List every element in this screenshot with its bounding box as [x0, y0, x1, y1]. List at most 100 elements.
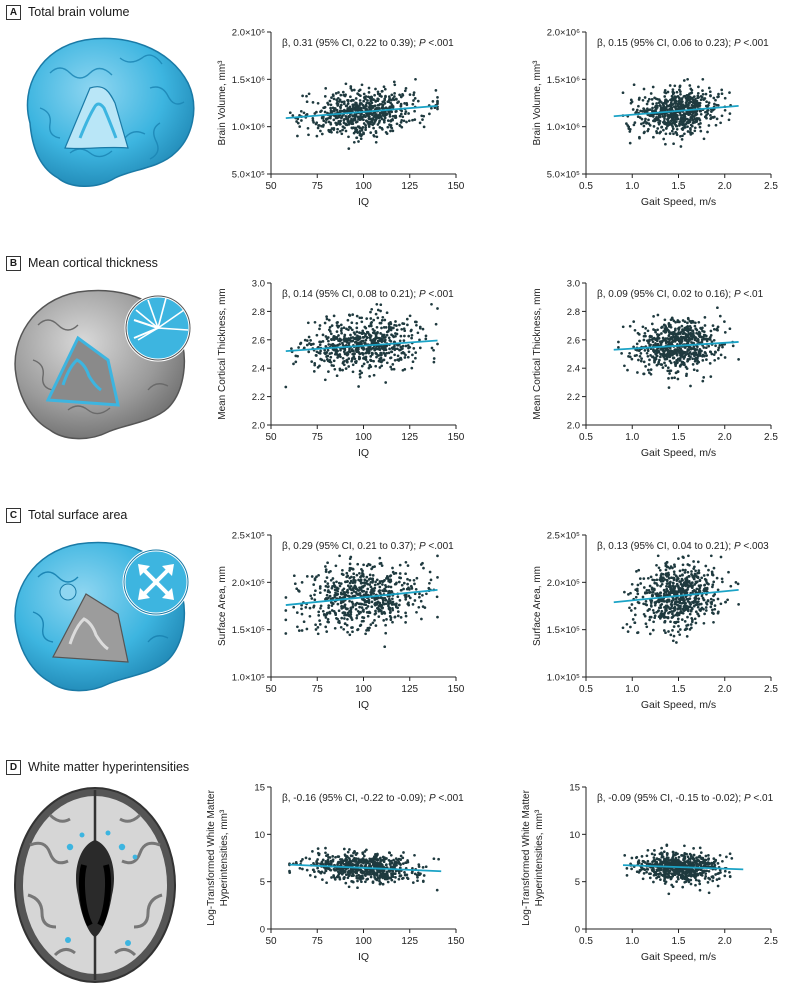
- x-axis-label: IQ: [358, 196, 369, 208]
- data-point: [374, 580, 377, 584]
- data-point: [665, 357, 669, 361]
- data-point: [330, 586, 334, 590]
- data-point: [719, 555, 723, 559]
- data-point: [421, 327, 425, 331]
- y-tick-label: 1.0×10⁶: [232, 122, 265, 133]
- data-point: [677, 604, 680, 607]
- data-point: [388, 580, 392, 584]
- x-tick-label: 0.5: [579, 684, 593, 695]
- y-tick-label: 1.0×10⁵: [547, 673, 580, 684]
- data-point: [362, 598, 366, 602]
- data-point: [308, 606, 312, 610]
- data-point: [644, 365, 647, 368]
- data-point: [325, 315, 328, 318]
- data-point: [370, 101, 374, 105]
- data-point: [334, 855, 337, 859]
- data-point: [626, 630, 630, 633]
- data-point: [659, 355, 662, 359]
- data-point: [326, 348, 330, 352]
- data-point: [418, 346, 422, 350]
- data-point: [391, 97, 395, 100]
- data-point: [421, 561, 424, 565]
- data-point: [684, 608, 688, 611]
- data-point: [633, 606, 637, 610]
- data-point: [352, 88, 356, 92]
- data-point: [341, 125, 345, 129]
- data-point: [674, 117, 678, 121]
- data-point: [348, 848, 351, 851]
- data-point: [696, 576, 700, 580]
- data-point: [673, 332, 677, 336]
- data-point: [333, 107, 337, 110]
- data-point: [352, 576, 356, 579]
- data-point: [696, 340, 700, 343]
- y-tick-label: 10: [254, 830, 265, 841]
- data-point: [364, 333, 367, 336]
- data-point: [325, 593, 329, 597]
- y-axis-label: Log-Transformed White Matter: [521, 789, 532, 925]
- data-point: [660, 572, 663, 576]
- data-point: [693, 324, 697, 328]
- data-point: [381, 876, 385, 880]
- data-point: [709, 597, 713, 601]
- panel-header-b: B Mean cortical thickness: [6, 255, 158, 271]
- data-point: [397, 580, 401, 584]
- data-point: [398, 599, 402, 602]
- data-point: [352, 107, 355, 111]
- data-point: [350, 864, 354, 867]
- data-point: [347, 338, 351, 342]
- data-point: [617, 340, 620, 344]
- data-point: [712, 327, 716, 331]
- data-point: [403, 368, 407, 371]
- data-point: [651, 106, 654, 110]
- data-point: [292, 362, 295, 366]
- data-point: [714, 123, 718, 127]
- data-point: [436, 107, 439, 111]
- data-point: [652, 620, 655, 624]
- data-point: [712, 566, 716, 570]
- data-point: [364, 124, 367, 127]
- data-point: [411, 102, 415, 106]
- data-point: [696, 357, 699, 361]
- data-point: [288, 111, 292, 115]
- data-point: [436, 576, 439, 579]
- data-point: [351, 336, 355, 339]
- data-point: [403, 873, 407, 877]
- data-point: [393, 92, 396, 95]
- data-point: [321, 333, 325, 337]
- data-point: [369, 310, 372, 314]
- data-point: [365, 599, 369, 603]
- data-point: [701, 326, 704, 330]
- data-point: [338, 621, 341, 625]
- data-point: [716, 611, 720, 615]
- data-point: [299, 109, 303, 113]
- x-tick-label: 2.5: [764, 936, 778, 947]
- data-point: [637, 333, 641, 336]
- data-point: [664, 339, 668, 343]
- data-point: [696, 359, 700, 363]
- data-point: [675, 600, 679, 604]
- data-point: [332, 126, 336, 130]
- data-point: [340, 592, 344, 596]
- data-point: [354, 101, 357, 105]
- data-point: [716, 597, 720, 601]
- data-point: [685, 635, 689, 638]
- data-point: [306, 321, 310, 325]
- fit-line: [613, 341, 739, 351]
- data-point: [417, 865, 421, 868]
- data-point: [653, 581, 657, 585]
- data-point: [351, 103, 355, 107]
- data-point: [704, 346, 708, 350]
- data-point: [313, 875, 317, 879]
- data-point: [311, 850, 314, 853]
- data-point: [640, 122, 643, 126]
- data-point: [428, 112, 431, 116]
- data-point: [667, 113, 670, 117]
- data-point: [685, 582, 688, 586]
- data-point: [324, 570, 328, 573]
- data-point: [709, 94, 712, 98]
- data-point: [657, 122, 661, 126]
- data-point: [390, 326, 394, 330]
- data-point: [402, 851, 405, 854]
- data-point: [371, 338, 375, 342]
